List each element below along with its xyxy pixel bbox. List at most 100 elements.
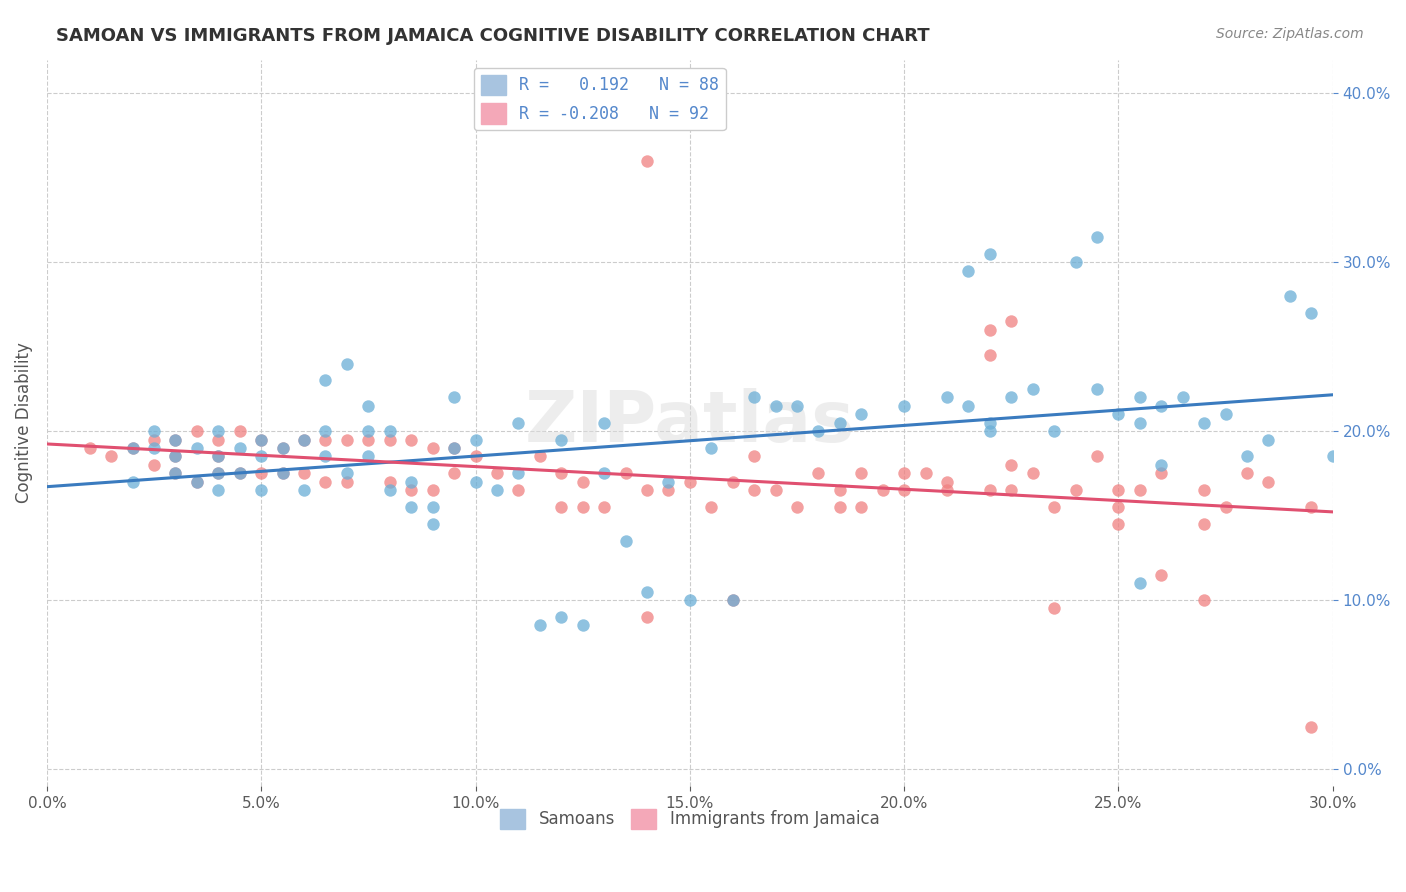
Point xyxy=(292,433,315,447)
Point xyxy=(1064,483,1087,498)
Point xyxy=(851,407,873,421)
Point xyxy=(1150,458,1173,472)
Point xyxy=(271,441,294,455)
Point xyxy=(79,441,101,455)
Point xyxy=(893,483,915,498)
Point xyxy=(422,441,444,455)
Point xyxy=(186,424,208,438)
Point xyxy=(207,450,229,464)
Point xyxy=(529,618,551,632)
Point xyxy=(1022,382,1045,396)
Point xyxy=(1000,458,1022,472)
Point xyxy=(292,467,315,481)
Text: SAMOAN VS IMMIGRANTS FROM JAMAICA COGNITIVE DISABILITY CORRELATION CHART: SAMOAN VS IMMIGRANTS FROM JAMAICA COGNIT… xyxy=(56,27,929,45)
Point xyxy=(422,516,444,531)
Point xyxy=(1278,289,1301,303)
Point xyxy=(851,500,873,515)
Point xyxy=(250,467,273,481)
Point xyxy=(207,450,229,464)
Point xyxy=(979,348,1001,362)
Point xyxy=(721,475,744,489)
Point xyxy=(121,475,143,489)
Point xyxy=(508,416,530,430)
Point xyxy=(1043,601,1066,615)
Point xyxy=(593,416,616,430)
Point xyxy=(464,433,486,447)
Point xyxy=(657,483,679,498)
Point xyxy=(636,483,658,498)
Point xyxy=(614,467,637,481)
Point xyxy=(636,584,658,599)
Point xyxy=(872,483,894,498)
Point xyxy=(464,475,486,489)
Point xyxy=(250,450,273,464)
Point xyxy=(315,433,337,447)
Point xyxy=(1301,306,1323,320)
Point xyxy=(679,593,702,607)
Point xyxy=(271,441,294,455)
Point xyxy=(229,424,252,438)
Point xyxy=(614,533,637,548)
Point xyxy=(1000,314,1022,328)
Point xyxy=(207,424,229,438)
Point xyxy=(271,467,294,481)
Point xyxy=(399,433,422,447)
Point xyxy=(399,483,422,498)
Point xyxy=(742,483,765,498)
Point xyxy=(1171,390,1194,404)
Point xyxy=(1107,500,1129,515)
Point xyxy=(121,441,143,455)
Point xyxy=(399,475,422,489)
Point xyxy=(229,467,252,481)
Point xyxy=(1257,475,1279,489)
Point xyxy=(143,458,166,472)
Text: Source: ZipAtlas.com: Source: ZipAtlas.com xyxy=(1216,27,1364,41)
Point xyxy=(1129,483,1152,498)
Point xyxy=(1085,450,1108,464)
Point xyxy=(186,475,208,489)
Point xyxy=(636,610,658,624)
Point xyxy=(979,483,1001,498)
Point xyxy=(807,424,830,438)
Point xyxy=(1192,483,1215,498)
Point xyxy=(1215,500,1237,515)
Point xyxy=(893,399,915,413)
Point xyxy=(1043,424,1066,438)
Point xyxy=(1022,467,1045,481)
Point xyxy=(378,424,401,438)
Point xyxy=(1301,500,1323,515)
Point xyxy=(742,390,765,404)
Point xyxy=(1322,450,1344,464)
Point xyxy=(143,441,166,455)
Point xyxy=(292,433,315,447)
Point xyxy=(186,441,208,455)
Y-axis label: Cognitive Disability: Cognitive Disability xyxy=(15,343,32,503)
Point xyxy=(336,357,359,371)
Point xyxy=(378,433,401,447)
Point xyxy=(121,441,143,455)
Point xyxy=(571,618,593,632)
Point xyxy=(550,433,572,447)
Point xyxy=(957,263,980,277)
Point xyxy=(357,450,380,464)
Point xyxy=(700,441,723,455)
Point xyxy=(807,467,830,481)
Point xyxy=(979,424,1001,438)
Point xyxy=(165,467,187,481)
Point xyxy=(786,399,808,413)
Point xyxy=(250,433,273,447)
Point xyxy=(828,416,851,430)
Point xyxy=(143,424,166,438)
Point xyxy=(700,500,723,515)
Point xyxy=(143,433,166,447)
Point xyxy=(550,467,572,481)
Point xyxy=(893,467,915,481)
Point xyxy=(315,424,337,438)
Point xyxy=(657,475,679,489)
Point xyxy=(378,475,401,489)
Point xyxy=(1000,483,1022,498)
Point xyxy=(422,500,444,515)
Point xyxy=(315,475,337,489)
Point xyxy=(315,450,337,464)
Point xyxy=(765,483,787,498)
